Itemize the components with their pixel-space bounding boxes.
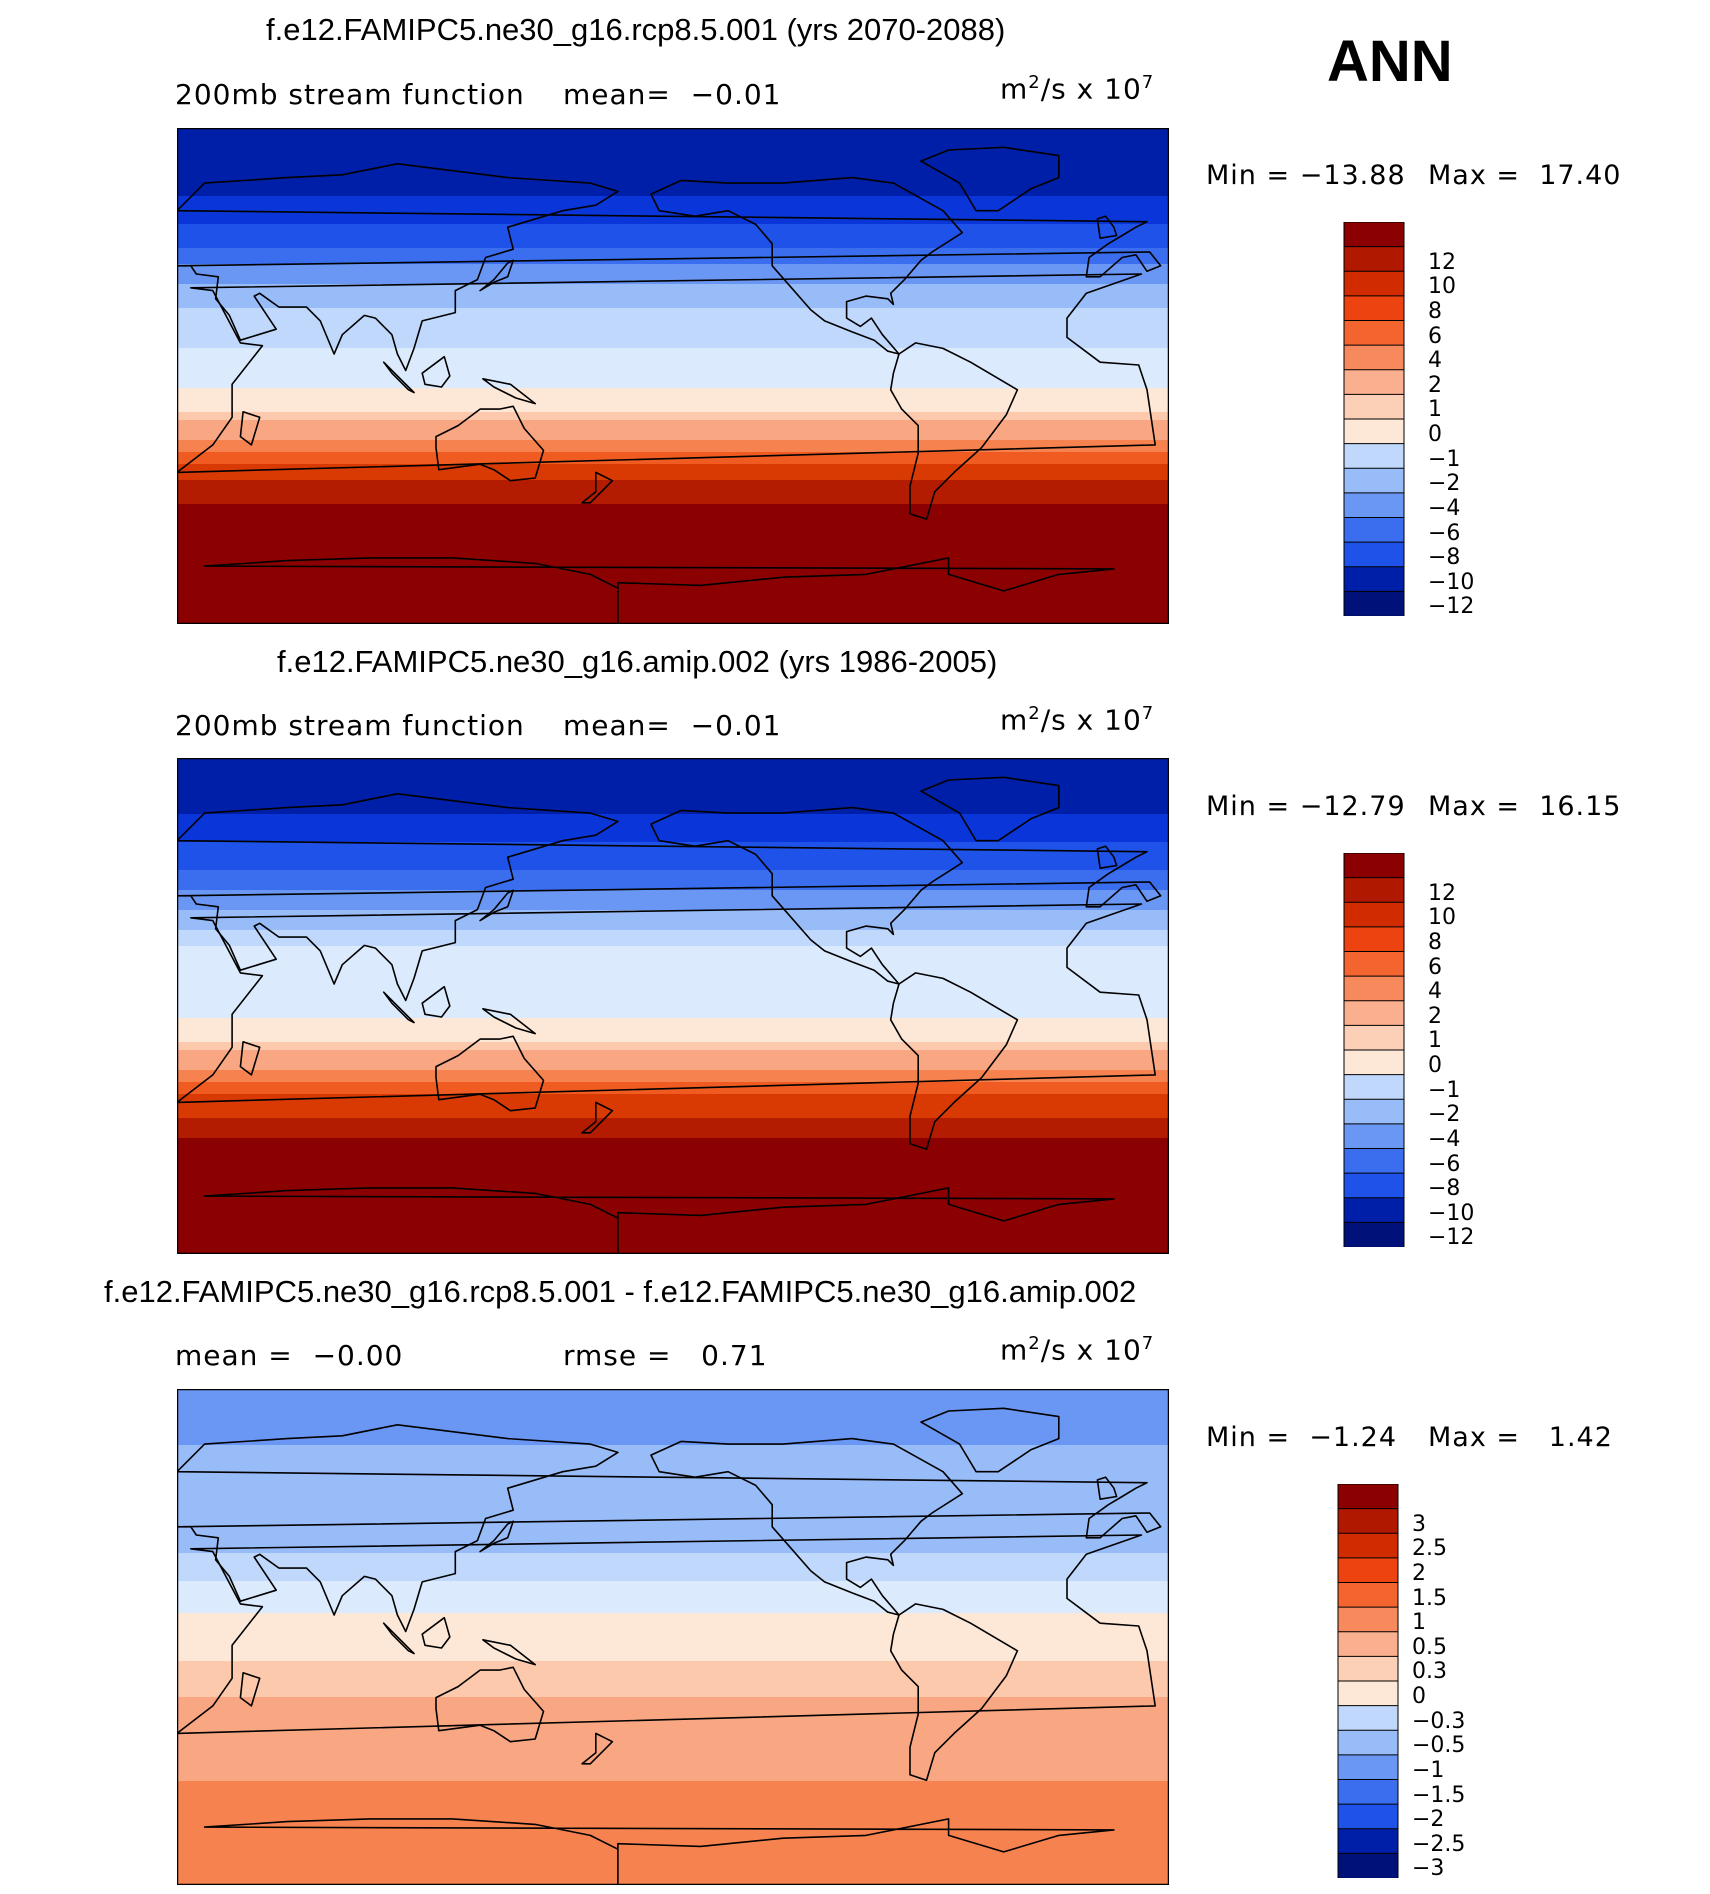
colorbar-tick-label: −0.5 xyxy=(1412,1733,1466,1759)
colorbar-tick-label: 4 xyxy=(1428,979,1442,1005)
colorbar-tick-label: −6 xyxy=(1428,520,1461,546)
panel-1-map xyxy=(177,128,1169,624)
panel-2-colorbar xyxy=(1343,853,1405,1247)
panel-3-colorbar xyxy=(1337,1484,1399,1878)
colorbar-tick-label: −2.5 xyxy=(1412,1831,1466,1857)
colorbar-tick-label: 0 xyxy=(1428,422,1442,447)
panel-2-min: Min = −12.79 xyxy=(1206,791,1406,822)
colorbar-tick-label: 12 xyxy=(1428,249,1456,275)
colorbar-tick-label: 0 xyxy=(1412,1684,1426,1709)
colorbar-tick-label: −1 xyxy=(1428,1077,1461,1103)
panel-2-units: m2/s x 107 xyxy=(1000,703,1155,737)
colorbar-tick-label: −4 xyxy=(1428,495,1461,521)
colorbar-tick-label: −10 xyxy=(1428,569,1475,595)
colorbar-tick-label: 2 xyxy=(1428,1003,1442,1029)
colorbar-tick-label: 2 xyxy=(1412,1560,1426,1586)
panel-1-units: m2/s x 107 xyxy=(1000,72,1155,106)
colorbar-tick-label: 0.3 xyxy=(1412,1659,1447,1685)
panel-2-map xyxy=(177,758,1169,1254)
colorbar-tick-label: −2 xyxy=(1428,1102,1461,1128)
panel-1-min: Min = −13.88 xyxy=(1206,160,1406,191)
colorbar-tick-label: 6 xyxy=(1428,323,1442,349)
panel-3-max: Max = 1.42 xyxy=(1428,1422,1613,1453)
colorbar-tick-label: 10 xyxy=(1428,274,1456,300)
colorbar-tick-label: −1.5 xyxy=(1412,1782,1466,1808)
colorbar-tick-label: 1 xyxy=(1412,1610,1426,1636)
season-label: ANN xyxy=(1327,29,1453,94)
panel-1-variable: 200mb stream function xyxy=(175,78,525,111)
colorbar-tick-label: 1.5 xyxy=(1412,1585,1447,1611)
panel-2-max: Max = 16.15 xyxy=(1428,791,1622,822)
colorbar-tick-label: −8 xyxy=(1428,545,1461,571)
colorbar-tick-label: 0 xyxy=(1428,1053,1442,1078)
colorbar-tick-label: 1 xyxy=(1428,1028,1442,1054)
panel-3-mean: mean = −0.00 xyxy=(175,1339,404,1372)
colorbar-tick-label: 8 xyxy=(1428,929,1442,955)
colorbar-tick-label: −2 xyxy=(1428,471,1461,497)
panel-3-units: m2/s x 107 xyxy=(1000,1333,1155,1367)
panel-1-mean: mean= −0.01 xyxy=(563,78,782,111)
colorbar-tick-label: −10 xyxy=(1428,1200,1475,1226)
colorbar-tick-label: −1 xyxy=(1428,446,1461,472)
colorbar-tick-label: −3 xyxy=(1412,1856,1445,1882)
colorbar-tick-label: −0.3 xyxy=(1412,1708,1466,1734)
colorbar-tick-label: 3 xyxy=(1412,1511,1426,1537)
colorbar-tick-label: 2 xyxy=(1428,372,1442,398)
panel-1-colorbar xyxy=(1343,222,1405,616)
panel-3-rmse: rmse = 0.71 xyxy=(563,1339,768,1372)
panel-3-title: f.e12.FAMIPC5.ne30_g16.rcp8.5.001 - f.e1… xyxy=(104,1274,1137,1309)
colorbar-tick-label: 8 xyxy=(1428,298,1442,324)
colorbar-tick-label: −4 xyxy=(1428,1126,1461,1152)
colorbar-tick-label: 2.5 xyxy=(1412,1536,1447,1562)
panel-1-max: Max = 17.40 xyxy=(1428,160,1622,191)
panel-2-variable: 200mb stream function xyxy=(175,709,525,742)
colorbar-tick-label: 4 xyxy=(1428,348,1442,374)
panel-3-map xyxy=(177,1389,1169,1885)
panel-2-title: f.e12.FAMIPC5.ne30_g16.amip.002 (yrs 198… xyxy=(277,644,998,679)
panel-3-min: Min = −1.24 xyxy=(1206,1422,1398,1453)
panel-2-mean: mean= −0.01 xyxy=(563,709,782,742)
colorbar-tick-label: −12 xyxy=(1428,1225,1475,1251)
colorbar-tick-label: −2 xyxy=(1412,1807,1445,1833)
colorbar-tick-label: −6 xyxy=(1428,1151,1461,1177)
colorbar-tick-label: −12 xyxy=(1428,594,1475,620)
colorbar-tick-label: −1 xyxy=(1412,1757,1445,1783)
colorbar-tick-label: 10 xyxy=(1428,905,1456,931)
colorbar-tick-label: 0.5 xyxy=(1412,1634,1447,1660)
colorbar-tick-label: 12 xyxy=(1428,880,1456,906)
colorbar-tick-label: 1 xyxy=(1428,397,1442,423)
panel-1-title: f.e12.FAMIPC5.ne30_g16.rcp8.5.001 (yrs 2… xyxy=(266,12,1006,47)
colorbar-tick-label: −8 xyxy=(1428,1176,1461,1202)
colorbar-tick-label: 6 xyxy=(1428,954,1442,980)
